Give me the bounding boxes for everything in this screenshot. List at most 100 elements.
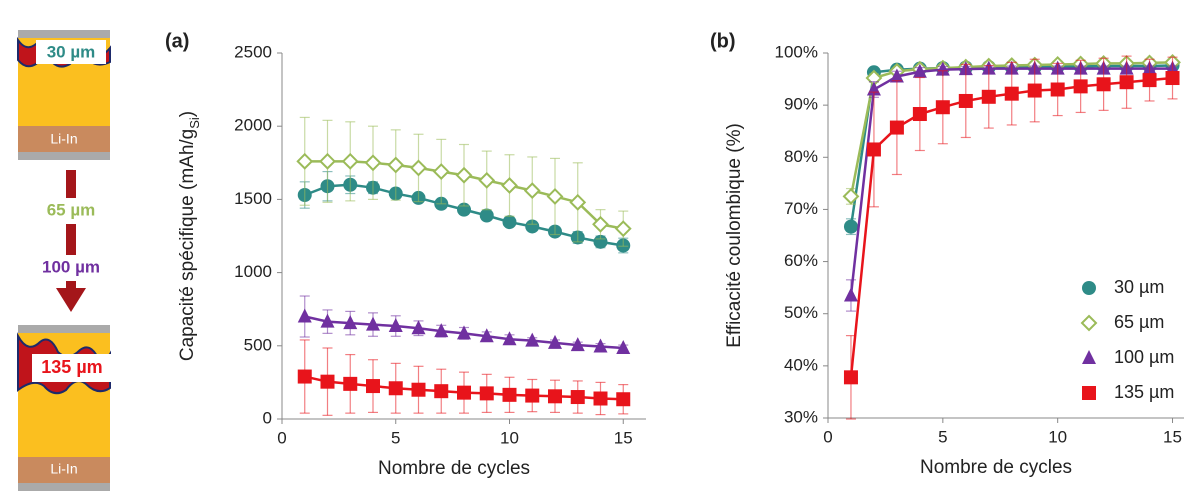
legend-label: 100 µm — [1114, 347, 1174, 367]
thickness-label: 65 µm — [47, 200, 96, 219]
marker — [388, 381, 403, 396]
marker — [889, 68, 904, 83]
x-tick-label: 15 — [1163, 427, 1182, 446]
thickness-label: 135 µm — [41, 357, 102, 377]
marker — [388, 318, 403, 333]
y-tick-label: 80% — [784, 147, 818, 166]
y-tick-label: 0 — [263, 408, 272, 427]
marker — [958, 93, 973, 108]
arrow-shaft — [66, 170, 76, 288]
marker — [366, 379, 380, 394]
anode — [18, 457, 110, 483]
y-tick-label: 1500 — [234, 189, 272, 208]
label-bg — [28, 255, 114, 281]
marker — [616, 392, 631, 407]
marker — [297, 308, 312, 323]
marker — [842, 187, 860, 205]
y-tick-label: 50% — [784, 303, 818, 322]
x-tick-label: 10 — [500, 428, 519, 447]
label-bg — [36, 40, 106, 64]
legend-label: 30 µm — [1114, 277, 1164, 297]
marker — [614, 220, 632, 238]
y-axis-title: Capacité spécifique (mAh/gSi) — [177, 111, 202, 361]
marker — [569, 193, 587, 211]
legend-label: 65 µm — [1114, 312, 1164, 332]
series — [843, 55, 1180, 420]
panel-label: (b) — [710, 30, 736, 52]
anode-label: Li-In — [50, 461, 77, 477]
label-bg — [32, 354, 112, 382]
marker — [434, 384, 449, 399]
marker — [410, 159, 427, 177]
thickness-label: 100 µm — [42, 257, 100, 276]
series — [297, 295, 631, 354]
marker — [387, 156, 405, 174]
x-axis-title: Nombre de cycles — [920, 457, 1072, 478]
y-axis-title: Efficacité coulombique (%) — [724, 123, 745, 348]
y-axis-title-part: Capacité spécifique (mAh/g — [177, 129, 198, 361]
marker — [320, 374, 335, 389]
x-axis-title: Nombre de cycles — [378, 458, 530, 479]
marker — [343, 376, 358, 391]
x-tick-label: 10 — [1048, 427, 1067, 446]
marker — [981, 89, 996, 104]
marker — [457, 385, 471, 400]
x-tick-label: 0 — [277, 428, 286, 447]
marker — [843, 219, 858, 234]
marker — [866, 142, 881, 157]
series — [297, 339, 631, 416]
y-axis-title-part: Efficacité coulombique (%) — [724, 123, 745, 348]
marker — [320, 313, 335, 328]
legend-marker — [1082, 281, 1096, 295]
marker — [912, 107, 927, 122]
y-tick-label: 500 — [244, 335, 272, 354]
marker — [411, 320, 426, 335]
marker — [479, 328, 494, 343]
marker — [296, 152, 314, 170]
marker — [343, 315, 358, 330]
marker — [843, 287, 858, 302]
legend-marker — [1082, 386, 1096, 400]
marker — [455, 166, 473, 184]
marker — [1050, 82, 1065, 97]
marker — [1165, 71, 1180, 86]
collector — [18, 30, 110, 38]
marker — [1004, 86, 1019, 101]
x-tick-label: 5 — [938, 427, 947, 446]
marker — [478, 171, 496, 189]
y-tick-label: 30% — [784, 407, 818, 426]
marker — [297, 369, 312, 384]
marker — [1096, 77, 1111, 92]
marker — [502, 215, 517, 230]
marker — [548, 334, 562, 349]
marker — [1119, 75, 1134, 90]
legend-label: 135 µm — [1114, 382, 1174, 402]
schematic: 30 µm Li-In 65 µm 100 µm 135 µm Li-In — [17, 30, 114, 491]
marker — [501, 177, 518, 194]
marker — [1073, 79, 1088, 94]
legend-marker — [1080, 314, 1098, 332]
marker — [935, 100, 950, 115]
panel-label: (a) — [165, 30, 189, 52]
y-tick-label: 100% — [775, 42, 818, 61]
marker — [570, 337, 585, 352]
marker — [502, 331, 517, 346]
marker — [593, 338, 608, 353]
marker — [364, 154, 382, 172]
y-axis-title-part: ) — [177, 111, 198, 117]
marker — [548, 389, 562, 404]
label-bg — [34, 198, 108, 224]
marker — [432, 163, 450, 180]
anode-label: Li-In — [50, 131, 77, 147]
marker — [457, 325, 471, 340]
marker — [1027, 83, 1042, 98]
x-tick-label: 5 — [391, 428, 400, 447]
y-tick-label: 40% — [784, 355, 818, 374]
marker — [570, 390, 585, 405]
y-tick-label: 90% — [784, 95, 818, 114]
anode — [18, 126, 110, 152]
x-tick-label: 15 — [614, 428, 633, 447]
x-tick-label: 0 — [823, 427, 832, 446]
marker — [593, 391, 608, 406]
